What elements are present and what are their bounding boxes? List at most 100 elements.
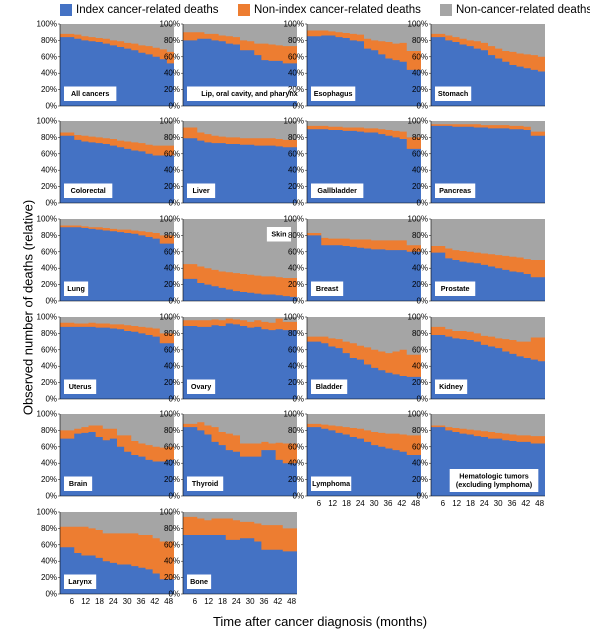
y-tick-label: 0% xyxy=(45,297,57,306)
y-tick-label: 40% xyxy=(412,264,428,273)
y-tick-label: 80% xyxy=(412,329,428,338)
y-tick-label: 100% xyxy=(408,117,428,126)
y-tick-label: 80% xyxy=(288,426,304,435)
y-tick-label: 60% xyxy=(288,52,304,61)
y-axis-label: Observed number of deaths (relative) xyxy=(20,199,36,416)
panel-title: Brain xyxy=(69,479,87,488)
x-tick-label: 24 xyxy=(356,499,365,508)
y-tick-label: 20% xyxy=(288,280,304,289)
y-tick-label: 40% xyxy=(412,362,428,371)
panel-prostate: 0% 20% 40% 60% 80% 100% Prostate xyxy=(408,215,545,306)
y-tick-label: 60% xyxy=(41,442,57,451)
y-tick-label: 0% xyxy=(292,395,304,404)
y-tick-label: 20% xyxy=(288,182,304,191)
y-tick-label: 60% xyxy=(288,247,304,256)
legend-swatch-nonindex xyxy=(238,4,250,16)
panel-title-box xyxy=(435,379,468,394)
y-tick-label: 20% xyxy=(288,378,304,387)
y-tick-label: 0% xyxy=(168,102,180,111)
y-tick-label: 20% xyxy=(164,573,180,582)
legend-swatch-noncancer xyxy=(440,4,452,16)
y-tick-label: 60% xyxy=(164,540,180,549)
panel-larynx: 0% 20% 40% 60% 80% 100% 6 12 18 24 30 36 42 48 Larynx xyxy=(37,508,174,606)
y-tick-label: 0% xyxy=(292,492,304,501)
panel-title-box xyxy=(64,183,113,198)
x-tick-label: 30 xyxy=(370,499,379,508)
panel-esophagus: 0% 20% 40% 60% 80% 100% Esophagus xyxy=(284,20,421,111)
y-tick-label: 40% xyxy=(288,69,304,78)
area-index xyxy=(60,227,174,301)
y-tick-label: 20% xyxy=(41,378,57,387)
y-tick-label: 100% xyxy=(37,20,57,29)
y-tick-label: 80% xyxy=(412,36,428,45)
y-tick-label: 100% xyxy=(37,508,57,517)
x-tick-label: 30 xyxy=(246,597,255,606)
y-tick-label: 100% xyxy=(37,215,57,224)
legend-item-index: Index cancer-related deaths xyxy=(60,4,219,16)
chart-legend: Index cancer-related deaths Non-index ca… xyxy=(60,4,590,24)
y-tick-label: 100% xyxy=(37,117,57,126)
y-tick-label: 0% xyxy=(45,590,57,599)
y-tick-label: 0% xyxy=(168,590,180,599)
y-tick-label: 60% xyxy=(41,247,57,256)
panel-title: Colorectal xyxy=(71,186,106,195)
y-tick-label: 60% xyxy=(412,149,428,158)
panel-title-box xyxy=(311,281,344,296)
y-tick-label: 100% xyxy=(160,215,180,224)
panel-title-box xyxy=(64,379,97,394)
legend-swatch-index xyxy=(60,4,72,16)
x-tick-label: 42 xyxy=(397,499,406,508)
x-tick-label: 30 xyxy=(123,597,132,606)
y-tick-label: 40% xyxy=(288,166,304,175)
panel-title: All cancers xyxy=(71,89,109,98)
panel-gallbladder: 0% 20% 40% 60% 80% 100% Gallbladder xyxy=(284,117,421,208)
x-tick-label: 36 xyxy=(260,597,269,606)
x-axis-label: Time after cancer diagnosis (months) xyxy=(212,614,428,629)
y-tick-label: 80% xyxy=(288,329,304,338)
y-tick-label: 0% xyxy=(45,102,57,111)
y-tick-label: 60% xyxy=(41,52,57,61)
y-tick-label: 20% xyxy=(41,573,57,582)
y-tick-label: 40% xyxy=(164,459,180,468)
y-tick-label: 80% xyxy=(41,329,57,338)
area-index xyxy=(183,278,297,301)
x-tick-label: 18 xyxy=(342,499,351,508)
panel-thyroid: 0% 20% 40% 60% 80% 100% Thyroid xyxy=(160,410,297,501)
y-tick-label: 80% xyxy=(288,133,304,142)
panel-title: Breast xyxy=(316,284,339,293)
y-tick-label: 80% xyxy=(164,36,180,45)
y-tick-label: 60% xyxy=(41,149,57,158)
x-tick-label: 12 xyxy=(204,597,213,606)
x-tick-label: 48 xyxy=(164,597,173,606)
y-tick-label: 20% xyxy=(288,475,304,484)
y-tick-label: 40% xyxy=(41,166,57,175)
panel-title: Larynx xyxy=(68,577,92,586)
y-tick-label: 100% xyxy=(37,410,57,419)
x-tick-label: 30 xyxy=(494,499,503,508)
y-tick-label: 60% xyxy=(41,345,57,354)
panel-title-box xyxy=(187,183,216,198)
panel-skin: 0% 20% 40% 60% 80% 100% Skin xyxy=(160,215,297,306)
y-tick-label: 100% xyxy=(37,313,57,322)
panel-title-box xyxy=(435,281,476,296)
panel-title: Prostate xyxy=(441,284,470,293)
y-tick-label: 100% xyxy=(408,313,428,322)
y-tick-label: 60% xyxy=(164,247,180,256)
y-tick-label: 20% xyxy=(412,85,428,94)
y-tick-label: 0% xyxy=(168,492,180,501)
y-tick-label: 80% xyxy=(164,133,180,142)
y-tick-label: 40% xyxy=(41,459,57,468)
y-tick-label: 100% xyxy=(160,117,180,126)
y-tick-label: 100% xyxy=(160,313,180,322)
y-tick-label: 0% xyxy=(168,297,180,306)
y-tick-label: 40% xyxy=(41,362,57,371)
y-tick-label: 20% xyxy=(41,85,57,94)
panel-stomach: 0% 20% 40% 60% 80% 100% Stomach xyxy=(408,20,545,111)
x-tick-label: 48 xyxy=(535,499,544,508)
y-tick-label: 0% xyxy=(168,199,180,208)
y-tick-label: 40% xyxy=(412,166,428,175)
y-tick-label: 20% xyxy=(412,475,428,484)
panel-title: Stomach xyxy=(438,89,468,98)
y-tick-label: 60% xyxy=(412,52,428,61)
